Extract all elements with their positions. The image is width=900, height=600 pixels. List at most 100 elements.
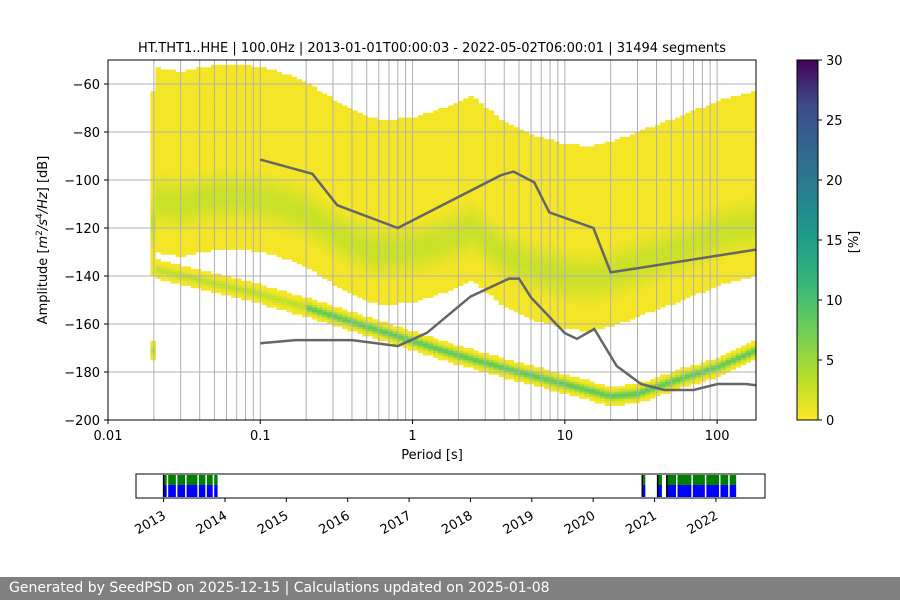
heatmap-cell: [352, 244, 358, 248]
heatmap-cell: [266, 218, 272, 222]
heatmap-cell: [195, 232, 202, 236]
heatmap-cell: [362, 134, 368, 138]
heatmap-cell: [357, 319, 363, 322]
heatmap-cell: [190, 129, 197, 133]
heatmap-cell: [241, 187, 247, 190]
heatmap-cell: [433, 194, 439, 198]
heatmap-cell: [221, 180, 227, 183]
heatmap-cell: [316, 91, 323, 94]
heatmap-cell: [241, 86, 247, 90]
heatmap-cell: [362, 240, 368, 243]
heatmap-cell: [301, 148, 308, 152]
heatmap-cell: [221, 187, 227, 190]
heatmap-cell: [387, 276, 393, 279]
heatmap-cell: [362, 187, 368, 190]
heatmap-cell: [433, 139, 439, 142]
heatmap-cell: [337, 175, 343, 178]
heatmap-cell: [195, 163, 202, 166]
heatmap-cell: [296, 247, 303, 250]
heatmap-cell: [347, 144, 353, 147]
heatmap-cell: [427, 295, 434, 298]
heatmap-cell: [337, 160, 343, 164]
heatmap-cell: [296, 86, 303, 90]
heatmap-cell: [433, 163, 439, 166]
heatmap-cell: [150, 105, 156, 109]
heatmap-cell: [367, 244, 373, 248]
heatmap-cell: [342, 182, 348, 186]
heatmap-cell: [185, 196, 192, 200]
heatmap-cell: [311, 216, 318, 219]
heatmap-cell: [433, 115, 439, 118]
heatmap-cell: [195, 237, 202, 241]
heatmap-cell: [301, 96, 308, 99]
heatmap-cell: [296, 117, 303, 121]
heatmap-cell: [397, 139, 404, 142]
heatmap-cell: [422, 156, 429, 159]
heatmap-cell: [362, 244, 368, 248]
heatmap-cell: [367, 297, 373, 301]
heatmap-cell: [443, 184, 449, 188]
heatmap-cell: [372, 249, 378, 253]
heatmap-cell: [367, 300, 373, 303]
heatmap-cell: [347, 290, 353, 294]
heatmap-cell: [433, 158, 439, 162]
heatmap-cell: [357, 252, 363, 255]
heatmap-cell: [180, 72, 187, 75]
heatmap-cell: [322, 206, 328, 210]
heatmap-cell: [291, 300, 298, 303]
heatmap-cell: [180, 283, 187, 286]
heatmap-cell: [433, 201, 439, 205]
heatmap-cell: [251, 206, 257, 210]
heatmap-cell: [301, 259, 308, 262]
heatmap-cell: [195, 225, 202, 229]
heatmap-cell: [236, 112, 242, 116]
heatmap-cell: [427, 172, 434, 176]
heatmap-cell: [266, 115, 272, 118]
heatmap-cell: [357, 120, 363, 123]
heatmap-cell: [387, 256, 393, 260]
heatmap-cell: [241, 64, 247, 68]
heatmap-cell: [185, 283, 192, 286]
heatmap-cell: [231, 124, 237, 128]
heatmap-cell: [236, 187, 242, 190]
heatmap-cell: [362, 184, 368, 188]
heatmap-cell: [412, 187, 419, 190]
heatmap-cell: [311, 242, 318, 246]
heatmap-cell: [286, 120, 293, 123]
heatmap-cell: [306, 184, 313, 188]
heatmap-cell: [190, 271, 197, 274]
heatmap-cell: [155, 93, 161, 97]
heatmap-cell: [266, 170, 272, 174]
heatmap-cell: [311, 256, 318, 260]
heatmap-cell: [377, 326, 383, 330]
heatmap-cell: [216, 156, 222, 159]
heatmap-cell: [407, 278, 414, 282]
heatmap-cell: [271, 192, 277, 195]
heatmap-cell: [357, 261, 363, 265]
heatmap-cell: [160, 223, 166, 226]
heatmap-cell: [195, 153, 202, 157]
heatmap-cell: [221, 199, 227, 202]
heatmap-cell: [306, 240, 313, 243]
heatmap-cell: [397, 336, 404, 339]
heatmap-cell: [180, 163, 187, 166]
heatmap-cell: [352, 242, 358, 246]
heatmap-cell: [286, 240, 293, 243]
heatmap-cell: [185, 93, 192, 97]
heatmap-cell: [180, 211, 187, 214]
heatmap-cell: [377, 177, 383, 181]
heatmap-cell: [438, 223, 444, 226]
heatmap-cell: [185, 86, 192, 90]
heatmap-cell: [322, 302, 328, 306]
heatmap-cell: [422, 268, 429, 272]
heatmap-cell: [417, 218, 424, 222]
heatmap-cell: [211, 72, 217, 75]
heatmap-cell: [427, 256, 434, 260]
heatmap-cell: [261, 139, 267, 142]
heatmap-cell: [438, 348, 444, 351]
heatmap-cell: [387, 295, 393, 298]
heatmap-cell: [246, 84, 252, 87]
heatmap-cell: [337, 211, 343, 214]
heatmap-cell: [322, 192, 328, 195]
heatmap-cell: [266, 295, 272, 298]
